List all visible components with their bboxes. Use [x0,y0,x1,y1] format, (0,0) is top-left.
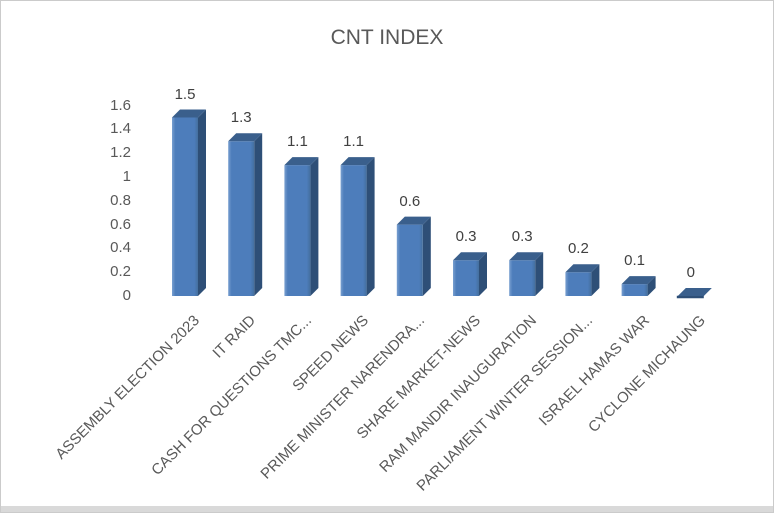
bar-israel-hamas-war [621,276,656,296]
y-axis-tick-label-0-8: 0.8 [110,191,131,209]
bar-speed-news [340,157,375,296]
y-axis-tick-label-1-2: 1.2 [110,144,131,162]
chart-title: CNT INDEX [330,26,444,49]
y-axis-tick-label-1-6: 1.6 [110,96,131,114]
y-axis-tick-label-1: 1 [122,168,131,185]
bar-value-label-share-market-news: 0.3 [455,228,477,246]
bar-value-label-speed-news: 1.1 [343,133,365,151]
bar-ram-mandir-inauguration [509,252,544,296]
y-axis-tick-label-1-4: 1.4 [110,120,131,138]
bar-value-label-assembly-election-2023: 1.5 [174,85,196,103]
bar-value-label-ram-mandir-inauguration: 0.3 [511,228,533,246]
bar-share-market-news [453,252,487,296]
bar-value-label-cyclone-michaung: 0 [686,264,695,281]
bar-value-label-israel-hamas-war: 0.1 [624,252,646,270]
bar-cash-for-questions-tmc [284,157,319,296]
bar-value-label-cash-for-questions-tmc: 1.1 [286,133,308,151]
y-axis-tick-label-0: 0 [122,287,131,304]
bar-value-label-prime-minister-narendra: 0.6 [399,192,421,210]
bar-prime-minister-narendra [396,216,431,296]
y-axis-tick-label-0-4: 0.4 [110,239,131,257]
window-edge-strip [1,506,773,512]
bar-value-label-it-raid: 1.3 [230,109,252,127]
bar-parliament-winter-session [565,264,600,296]
y-axis-tick-label-0-6: 0.6 [110,215,131,233]
bar-assembly-election-2023 [172,109,206,296]
bar-it-raid [228,133,263,296]
y-axis-tick-label-0-2: 0.2 [110,263,131,281]
bar-cyclone-michaung [676,288,712,299]
bar-value-label-parliament-winter-session: 0.2 [567,240,589,258]
